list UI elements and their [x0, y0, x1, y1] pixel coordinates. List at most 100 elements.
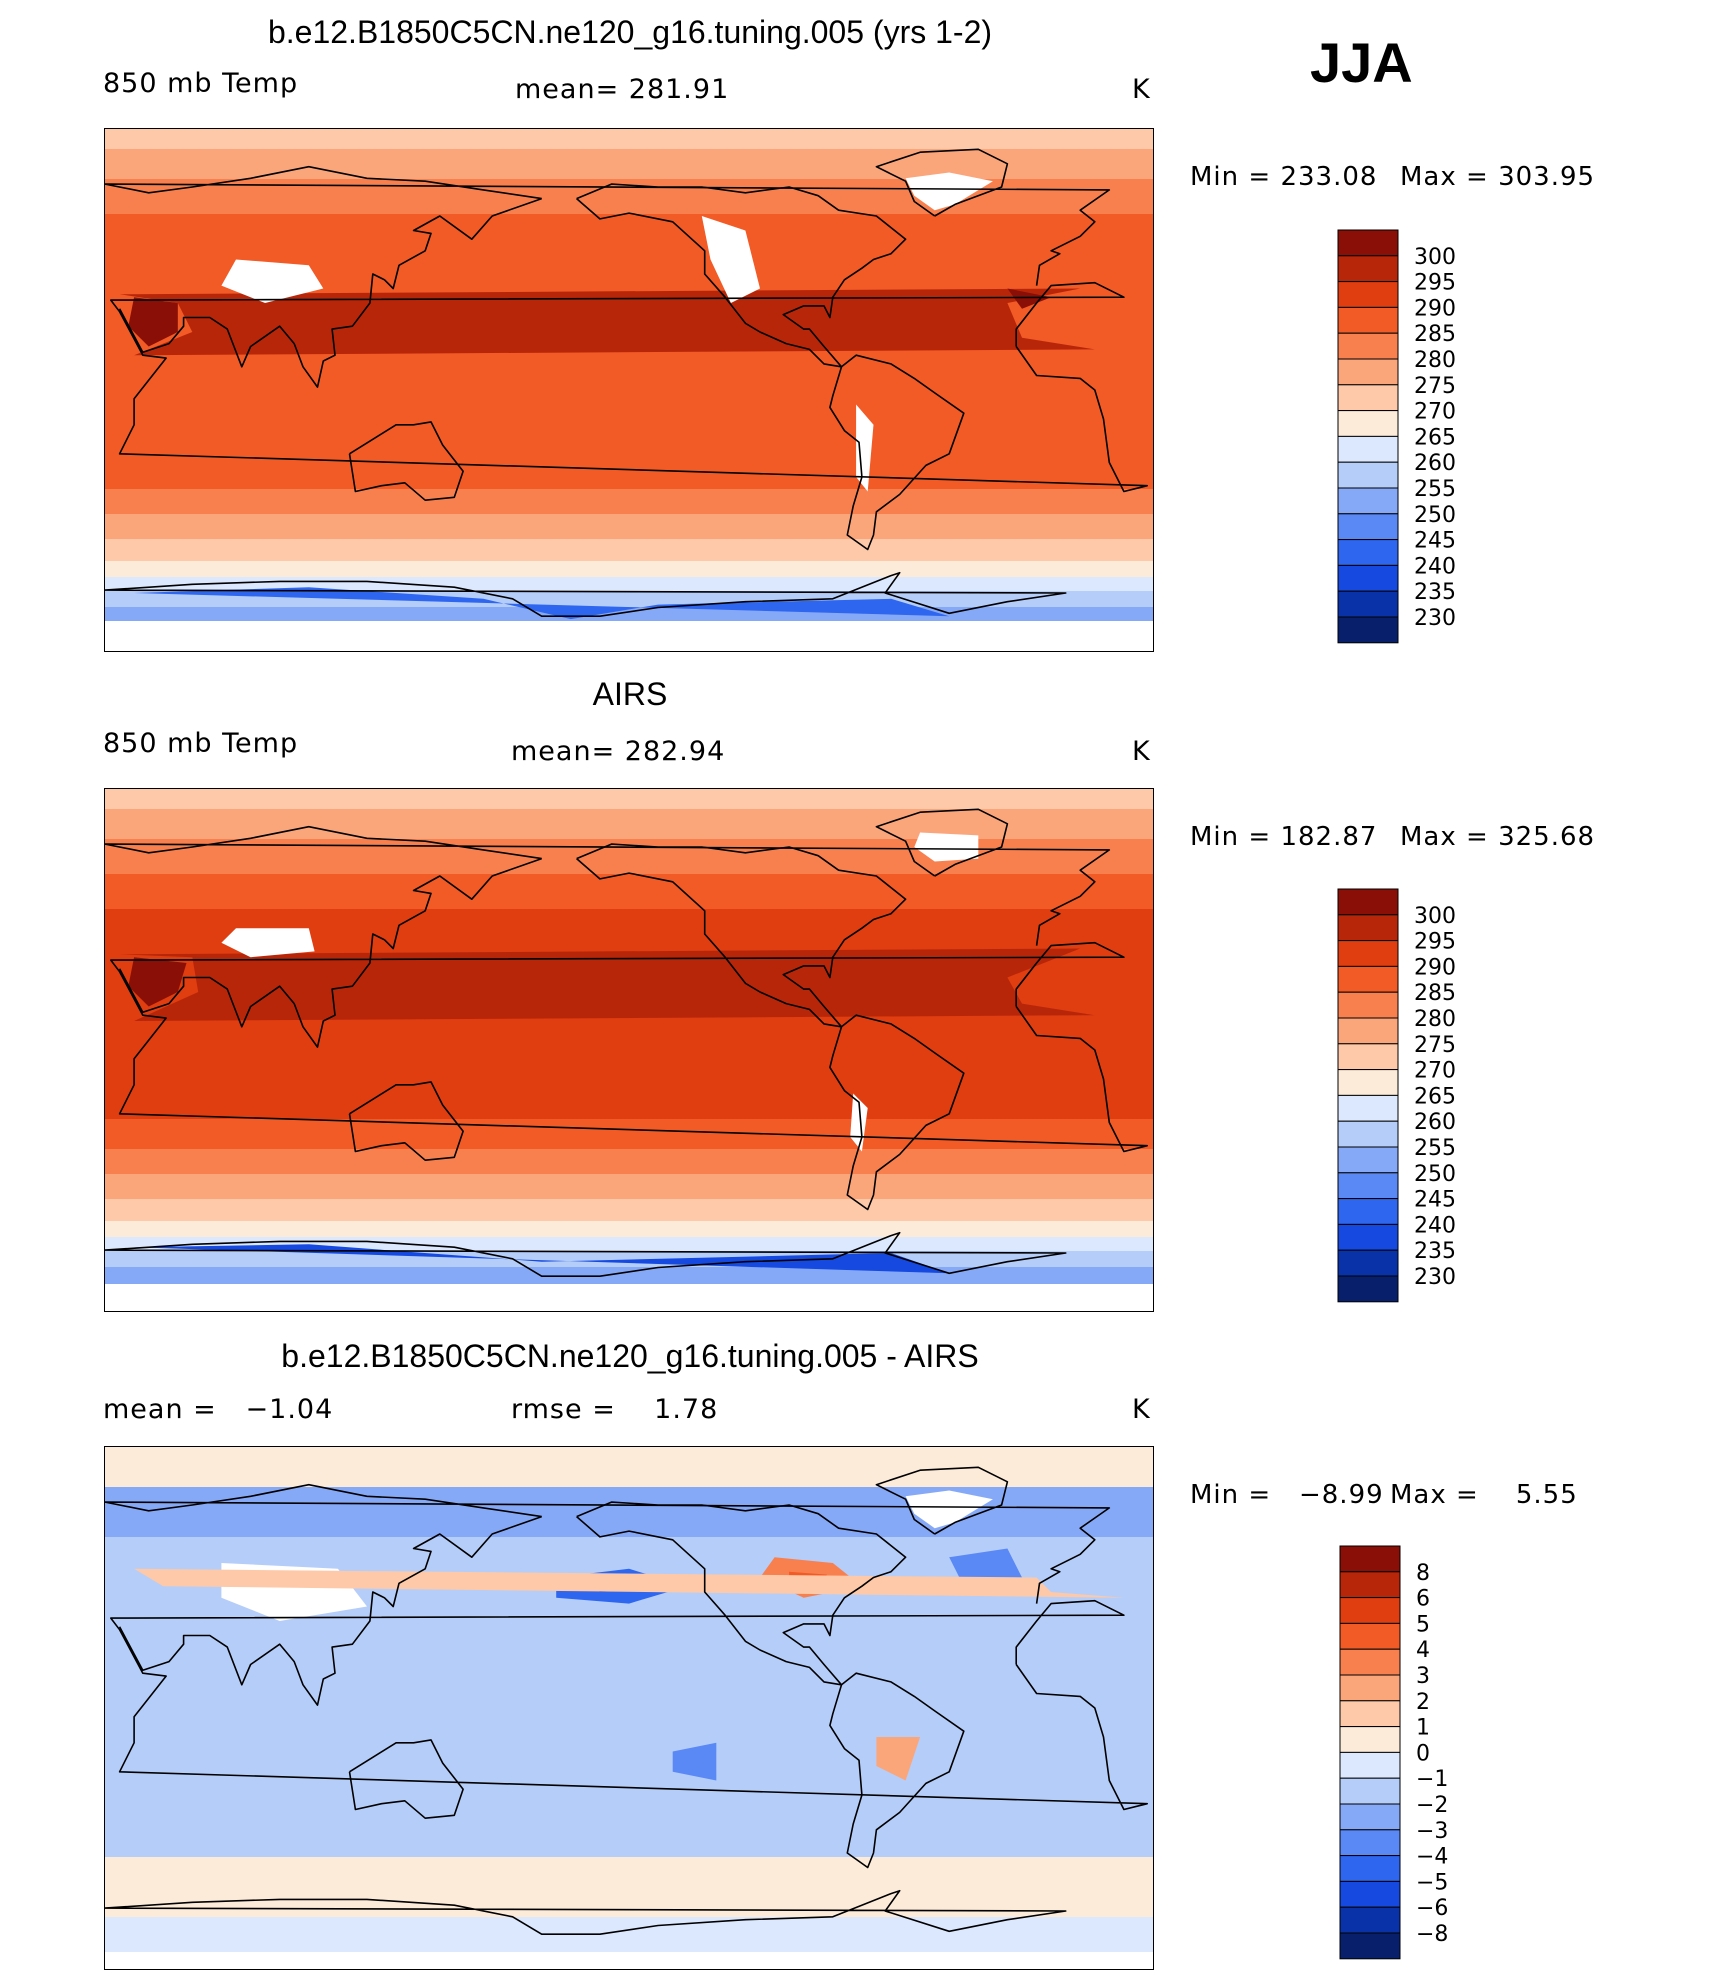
- colorbar-box: [1337, 1043, 1399, 1071]
- colorbar-tick-label: 260: [1414, 451, 1456, 476]
- contour-field-model: [105, 129, 1153, 651]
- colorbar-box: [1337, 914, 1399, 942]
- colorbar-diff: 8 6 5 4 3 2 1 0 −1 −2 −3 −4 −5 −6 −8: [1339, 1545, 1540, 1961]
- colorbar-box: [1339, 1545, 1401, 1573]
- colorbar-tick-label: 3: [1416, 1664, 1430, 1689]
- colorbar-box: [1339, 1648, 1401, 1676]
- map-obs: [104, 788, 1154, 1312]
- colorbar-box: [1337, 229, 1399, 257]
- colorbar-tick-label: 5: [1416, 1612, 1430, 1637]
- colorbar-box: [1337, 564, 1399, 592]
- colorbar-box: [1337, 1198, 1399, 1225]
- colorbar-tick-label: −4: [1416, 1845, 1448, 1870]
- colorbar-box: [1337, 991, 1399, 1019]
- colorbar-box: [1337, 410, 1399, 437]
- colorbar-box: [1339, 1700, 1401, 1728]
- colorbar-tick-label: 280: [1414, 1007, 1456, 1032]
- colorbar-tick-label: 265: [1414, 1084, 1456, 1109]
- season-label: JJA: [1310, 31, 1413, 94]
- colorbar-tick-label: −6: [1416, 1896, 1448, 1921]
- colorbar-tick-label: 260: [1414, 1110, 1456, 1135]
- colorbar-box: [1337, 384, 1399, 412]
- colorbar-tick-label: 290: [1414, 955, 1456, 980]
- variable-label-model: 850 mb Temp: [103, 68, 299, 99]
- variable-label-obs: 850 mb Temp: [103, 728, 299, 759]
- colorbar-tick-label: 250: [1414, 503, 1456, 528]
- colorbar-tick-label: 1: [1416, 1716, 1430, 1741]
- colorbar-tick-label: 275: [1414, 374, 1456, 399]
- mean-label-obs: mean= 282.94: [511, 736, 726, 767]
- colorbar-box: [1339, 1855, 1401, 1882]
- colorbar-box: [1337, 965, 1399, 993]
- colorbar-tick-label: 255: [1414, 1136, 1456, 1161]
- panel-title-model: b.e12.B1850C5CN.ne120_g16.tuning.005 (yr…: [267, 14, 993, 50]
- colorbar-box: [1339, 1906, 1401, 1934]
- colorbar-model: 300 295 290 285 280 275 270 265 260 255 250 245 240 2…: [1337, 229, 1538, 645]
- colorbar-tick-label: 295: [1414, 930, 1456, 955]
- colorbar-box: [1337, 306, 1399, 334]
- units-label-obs: K: [1132, 736, 1151, 767]
- colorbar-box: [1337, 255, 1399, 283]
- colorbar-box: [1337, 616, 1399, 644]
- colorbar-tick-label: 4: [1416, 1638, 1430, 1663]
- max-label-obs: Max = 325.68: [1400, 822, 1596, 852]
- colorbar-tick-label: 235: [1414, 1239, 1456, 1264]
- colorbar-tick-label: 250: [1414, 1162, 1456, 1187]
- colorbar-box: [1337, 1223, 1399, 1251]
- colorbar-tick-label: 240: [1414, 1213, 1456, 1238]
- colorbar-box: [1337, 1172, 1399, 1200]
- colorbar-box: [1339, 1597, 1401, 1624]
- colorbar-box: [1337, 888, 1399, 916]
- colorbar-tick-label: 230: [1414, 606, 1456, 631]
- colorbar-box: [1337, 1017, 1399, 1045]
- colorbar-tick-label: 300: [1414, 904, 1456, 929]
- colorbar-tick-label: −3: [1416, 1819, 1448, 1844]
- colorbar-tick-label: 285: [1414, 322, 1456, 347]
- colorbar-tick-label: −2: [1416, 1793, 1448, 1818]
- colorbar-box: [1337, 1249, 1399, 1277]
- colorbar-tick-label: 265: [1414, 425, 1456, 450]
- colorbar-box: [1339, 1829, 1401, 1857]
- colorbar-tick-label: −8: [1416, 1922, 1448, 1947]
- colorbar-tick-label: −1: [1416, 1767, 1448, 1792]
- colorbar-box: [1337, 1275, 1399, 1303]
- map-model: [104, 128, 1154, 652]
- colorbar-tick-label: 0: [1416, 1741, 1430, 1766]
- colorbar-tick-label: 6: [1416, 1587, 1430, 1612]
- colorbar-tick-label: 235: [1414, 580, 1456, 605]
- colorbar-tick-label: 8: [1416, 1561, 1430, 1586]
- colorbar-tick-label: 245: [1414, 529, 1456, 554]
- colorbar-tick-label: 270: [1414, 1059, 1456, 1084]
- rmse-label-diff: rmse = 1.78: [511, 1394, 719, 1425]
- colorbar-box: [1339, 1803, 1401, 1831]
- colorbar-tick-label: 275: [1414, 1033, 1456, 1058]
- colorbar-tick-label: 270: [1414, 400, 1456, 425]
- colorbar-box: [1337, 1094, 1399, 1122]
- colorbar-box: [1339, 1880, 1401, 1908]
- colorbar-obs: 300 295 290 285 280 275 270 265 260 255 250 245 240 2…: [1337, 888, 1538, 1304]
- units-label-diff: K: [1132, 1394, 1151, 1425]
- colorbar-tick-label: 255: [1414, 477, 1456, 502]
- units-label-model: K: [1132, 74, 1151, 105]
- colorbar-box: [1339, 1674, 1401, 1702]
- colorbar-box: [1337, 281, 1399, 308]
- colorbar-tick-label: 295: [1414, 271, 1456, 296]
- max-label-model: Max = 303.95: [1400, 162, 1596, 192]
- mean-label-diff: mean = −1.04: [103, 1394, 334, 1425]
- contour-field-diff: [105, 1447, 1153, 1969]
- colorbar-box: [1337, 590, 1399, 618]
- min-label-model: Min = 233.08: [1190, 162, 1378, 192]
- colorbar-box: [1337, 332, 1399, 360]
- panel-title-obs: AIRS: [592, 676, 668, 712]
- colorbar-box: [1337, 513, 1399, 541]
- colorbar-tick-label: 280: [1414, 348, 1456, 373]
- colorbar-box: [1339, 1571, 1401, 1599]
- colorbar-box: [1339, 1932, 1401, 1960]
- colorbar-box: [1339, 1726, 1401, 1753]
- min-label-obs: Min = 182.87: [1190, 822, 1378, 852]
- colorbar-tick-label: 300: [1414, 245, 1456, 270]
- contour-field-obs: [105, 789, 1153, 1311]
- colorbar-tick-label: 285: [1414, 981, 1456, 1006]
- colorbar-tick-label: 290: [1414, 296, 1456, 321]
- panel-title-diff: b.e12.B1850C5CN.ne120_g16.tuning.005 - A…: [281, 1338, 979, 1374]
